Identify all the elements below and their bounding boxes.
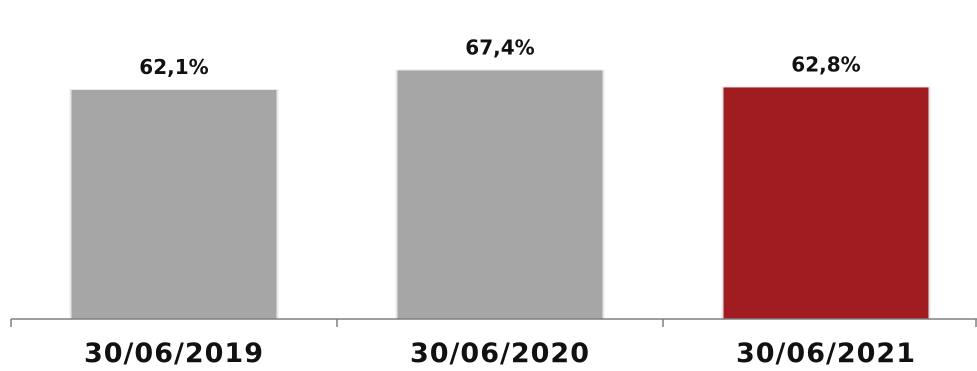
x-tick-label: 30/06/2021 [736,338,916,367]
data-label: 62,8% [791,52,860,76]
data-label: 67,4% [465,35,534,59]
bar-30-06-2021 [723,87,929,320]
bar-30-06-2019 [71,90,277,320]
data-labels-layer: 62,1% 67,4% 62,8% [139,35,860,79]
x-tick-label: 30/06/2019 [84,338,264,367]
x-axis: 30/06/2019 30/06/2020 30/06/2021 [10,318,977,369]
bars-layer [69,69,931,320]
data-label: 62,1% [139,55,208,79]
bar-30-06-2020 [397,70,603,319]
x-tick-label: 30/06/2020 [410,338,590,367]
